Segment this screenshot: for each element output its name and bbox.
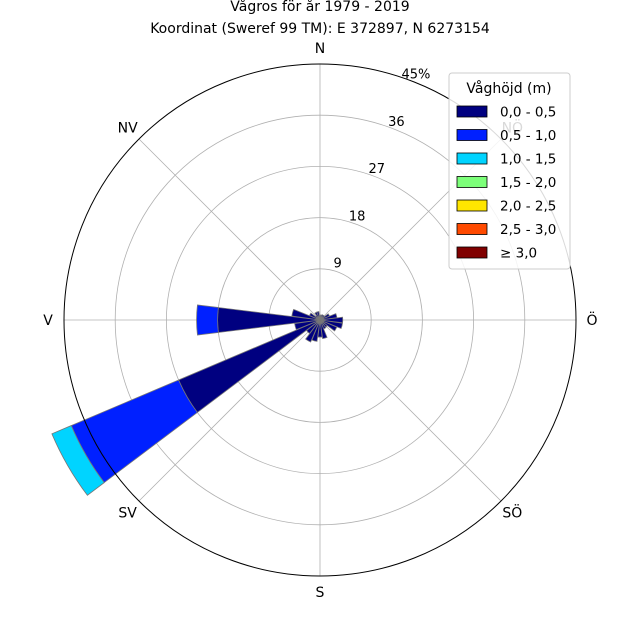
bar-segment [294,319,321,331]
legend-swatch [456,152,488,165]
polar-grid [64,64,576,576]
legend-items: 0,0 - 0,5 0,5 - 1,0 1,0 - 1,5 1,5 - 2,0 2,0 … [456,105,556,262]
wind-rose-bars [51,304,344,496]
bar-segment [51,425,105,496]
direction-label: Ö [586,311,597,329]
direction-label: S [316,585,325,601]
grid-spoke [319,319,502,502]
polar-frame [63,63,577,577]
legend-title: Våghöjd (m) [466,80,551,97]
legend-label: 0,0 - 0,5 [500,105,556,121]
direction-label: V [43,313,53,329]
grid-spoke [138,138,321,321]
direction-label: NV [118,121,138,137]
radial-tick-label: 18 [349,209,366,224]
legend-swatch [456,223,488,235]
legend-label: 2,5 - 3,0 [500,222,556,238]
legend-swatch [456,199,488,212]
chart-title: Vågros för år 1979 - 2019 [230,0,409,15]
bar-segment [305,319,321,343]
radial-tick-label: 45% [402,67,431,82]
chart-subtitle: Koordinat (Sweref 99 TM): E 372897, N 62… [150,21,490,37]
direction-label: SV [118,505,137,521]
legend: Våghöjd (m) 0,0 - 0,5 0,5 - 1,0 1,0 - 1,5 1… [448,72,571,270]
legend-label: ≥ 3,0 [500,246,537,262]
legend-swatch [456,105,488,118]
radial-tick-label: 36 [388,115,405,130]
legend-label: 0,5 - 1,0 [500,128,556,144]
legend-swatch [456,129,488,141]
bar-segment [319,319,328,340]
legend-swatch [456,246,488,259]
legend-frame [448,72,571,270]
direction-label: N [315,41,325,57]
legend-label: 2,0 - 2,5 [500,199,556,215]
bar-segment [319,319,338,332]
legend-label: 1,0 - 1,5 [500,152,556,168]
radial-tick-labels: 9 18 27 36 45% [333,67,430,271]
legend-swatch [456,176,488,188]
radial-tick-label: 9 [333,257,341,272]
grid-spoke [138,319,321,502]
legend-label: 1,5 - 2,0 [500,175,556,191]
bar-segment [196,304,219,336]
direction-label: SÖ [502,503,522,521]
radial-tick-label: 27 [369,162,386,177]
bar-segment [316,311,321,321]
